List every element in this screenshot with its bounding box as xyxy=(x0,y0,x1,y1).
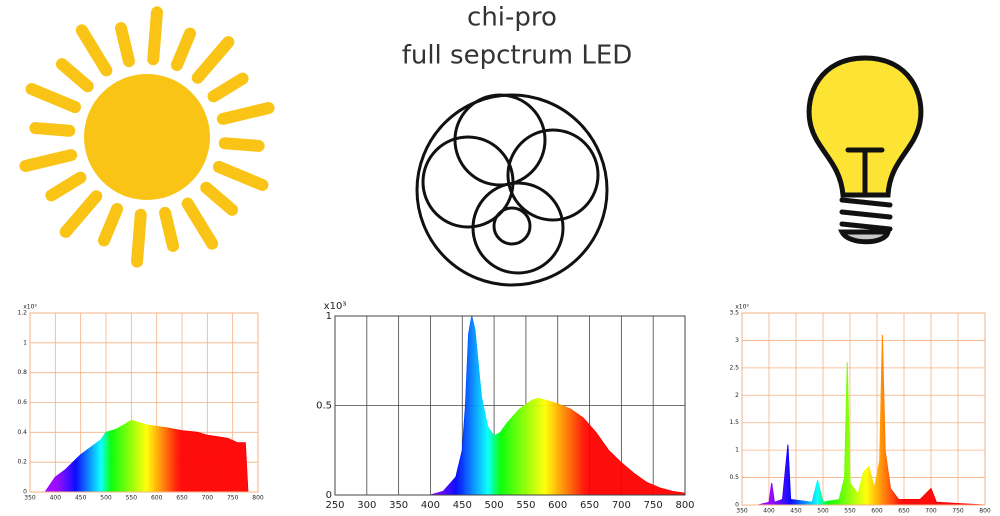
x-tick-label: 450 xyxy=(75,495,87,502)
y-tick-label: 1.2 xyxy=(17,310,27,317)
x-tick-label: 500 xyxy=(485,500,504,511)
y-tick-label: 0.6 xyxy=(17,399,27,406)
x-tick-label: 350 xyxy=(736,508,748,515)
y-tick-label: 0.5 xyxy=(729,474,739,481)
x-tick-label: 600 xyxy=(871,508,883,515)
y-tick-label: 1 xyxy=(326,311,332,322)
x-tick-label: 600 xyxy=(151,495,163,502)
x-tick-label: 550 xyxy=(126,495,138,502)
y-tick-label: 2 xyxy=(735,392,739,399)
x-tick-label: 800 xyxy=(979,508,991,515)
y-tick-label: 0.8 xyxy=(17,369,27,376)
plot-frame xyxy=(334,315,686,496)
y-tick-label: 1.5 xyxy=(729,419,739,426)
title-line: chi-pro xyxy=(467,3,557,33)
y-tick-label: 3 xyxy=(735,337,739,344)
y-tick-label: 0.5 xyxy=(316,401,332,412)
area-fill xyxy=(430,316,685,495)
x-tick-label: 700 xyxy=(925,508,937,515)
y-tick-label: 2.5 xyxy=(729,364,739,371)
x-tick-label: 550 xyxy=(516,500,535,511)
y-tick-label: 0 xyxy=(735,502,739,509)
bulb-icon xyxy=(806,55,924,245)
x-tick-label: 750 xyxy=(227,495,239,502)
plot-frame xyxy=(741,312,986,506)
charts: 350 400 450 500 550 600 650 700 750 800 0 0.2 0.4 0.6… xyxy=(17,301,990,515)
x-tick-label: 450 xyxy=(790,508,802,515)
x-tick-label: 650 xyxy=(580,500,599,511)
x-tick-label: 600 xyxy=(548,500,567,511)
y-tick-label: 1 xyxy=(23,339,27,346)
y-tick-label: 0 xyxy=(23,489,27,496)
x-tick-label: 700 xyxy=(202,495,214,502)
chart: 350 400 450 500 550 600 650 700 750 800 0 0.5 1 1.5 2 2… xyxy=(729,304,990,515)
spectrum-line xyxy=(44,419,249,493)
x-tick-label: 800 xyxy=(252,495,264,502)
plot-frame xyxy=(29,312,259,493)
x-tick-label: 350 xyxy=(389,500,408,511)
x-tick-label: 650 xyxy=(176,495,188,502)
x-tick-label: 500 xyxy=(100,495,112,502)
y-tick-label: 0 xyxy=(326,490,332,501)
area-fill xyxy=(45,420,248,492)
y-tick-label: 1 xyxy=(735,447,739,454)
x-tick-label: 450 xyxy=(453,500,472,511)
x-tick-label: 650 xyxy=(898,508,910,515)
spectrum-line xyxy=(430,315,686,496)
x-tick-label: 800 xyxy=(675,500,694,511)
title-line: full sepctrum LED xyxy=(402,41,633,71)
x-tick-label: 400 xyxy=(763,508,775,515)
x-tick-label: 700 xyxy=(612,500,631,511)
x-tick-label: 350 xyxy=(24,495,36,502)
x-tick-label: 250 xyxy=(325,500,344,511)
x-tick-label: 400 xyxy=(50,495,62,502)
sun-icon xyxy=(19,6,275,268)
y-axis-label: x10³ xyxy=(735,304,749,311)
x-tick-label: 400 xyxy=(421,500,440,511)
x-tick-label: 550 xyxy=(844,508,856,515)
logo-icon xyxy=(415,93,609,287)
y-axis-label: x10³ xyxy=(23,304,37,311)
x-tick-label: 750 xyxy=(644,500,663,511)
y-tick-label: 0.2 xyxy=(17,459,27,466)
y-tick-label: 3.5 xyxy=(729,310,739,317)
chart: 250 300 350 400 450 500 550 600 650 700 750 800 0 0.5… xyxy=(316,301,694,511)
x-tick-label: 500 xyxy=(817,508,829,515)
spectrum-line xyxy=(758,334,986,506)
x-tick-label: 750 xyxy=(952,508,964,515)
y-tick-label: 0.4 xyxy=(17,429,27,436)
y-axis-label: x10³ xyxy=(324,301,347,312)
chart: 350 400 450 500 550 600 650 700 750 800 0 0.2 0.4 0.6… xyxy=(17,304,263,502)
x-tick-label: 300 xyxy=(357,500,376,511)
